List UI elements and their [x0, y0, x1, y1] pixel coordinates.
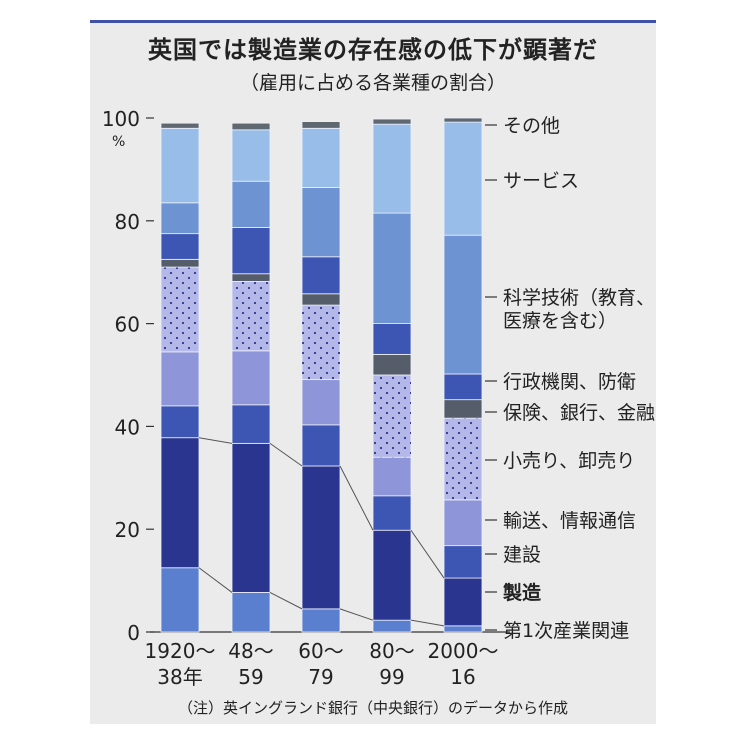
bar-segment — [160, 351, 200, 407]
bar-segment — [443, 545, 483, 579]
legend-label: 保険、銀行、金融 — [503, 402, 655, 424]
bar-segment — [301, 121, 341, 129]
bar-segment-dots — [373, 375, 411, 458]
connector-line — [410, 619, 445, 627]
bar-segment — [301, 256, 341, 295]
bar-segment — [160, 127, 200, 204]
legend-label: その他 — [503, 115, 560, 137]
bar-segment — [443, 234, 483, 375]
bar-segment — [301, 293, 341, 306]
bar-segment — [372, 456, 412, 497]
legend-label: 行政機関、防衛 — [503, 371, 636, 393]
y-tick-label: 100 — [102, 107, 140, 131]
bar-segment — [160, 567, 200, 633]
bar-segment — [231, 442, 271, 593]
bar-segment — [160, 233, 200, 260]
connector-line — [269, 442, 303, 467]
bar-segment — [301, 379, 341, 426]
y-tick-label: 80 — [115, 210, 140, 234]
bar-segment — [443, 499, 483, 547]
bar-segment — [160, 437, 200, 569]
bar-segment — [443, 121, 483, 236]
legend-label: 製造 — [502, 581, 542, 604]
x-tick-label: 60〜 — [298, 639, 343, 663]
bar-segment — [372, 529, 412, 621]
x-tick-label: 2000〜 — [428, 639, 499, 663]
x-tick-label-line2: 38年 — [157, 665, 202, 689]
legend-label: 第1次産業関連 — [503, 620, 629, 642]
y-unit-label: % — [112, 134, 125, 150]
legend-label: 小売り、卸売り — [503, 450, 635, 472]
chart-title: 英国では製造業の存在感の低下が顕著だ — [148, 36, 598, 64]
bar-segment — [231, 227, 271, 275]
bar-segment — [372, 123, 412, 214]
x-tick-label-line2: 16 — [450, 665, 475, 689]
bar-segment — [231, 350, 271, 406]
x-tick-label: 1920〜 — [145, 639, 216, 663]
bar-segment — [231, 129, 271, 182]
bar-segment — [372, 118, 412, 125]
bar-segment — [160, 405, 200, 439]
bar-segment — [231, 180, 271, 228]
bar-segment — [372, 354, 412, 376]
bar-segment-dots — [232, 281, 270, 351]
x-tick-label: 80〜 — [369, 639, 414, 663]
legend-label: 科学技術（教育、 — [503, 287, 655, 309]
bar-segment — [443, 577, 483, 627]
connector-line — [410, 529, 445, 579]
bar-segment — [301, 608, 341, 633]
chart-subtitle: （雇用に占める各業種の割合） — [239, 72, 506, 94]
bar-segment — [443, 117, 483, 123]
x-tick-label-line2: 59 — [238, 665, 263, 689]
bar-segment — [160, 122, 200, 129]
bar-segment — [372, 212, 412, 324]
bar-segment-dots — [161, 267, 199, 352]
bar-segment — [372, 323, 412, 355]
y-tick-label: 20 — [115, 518, 140, 542]
connector-line — [269, 591, 303, 610]
legend-label: サービス — [503, 170, 579, 192]
title-accent-bar — [90, 20, 656, 23]
bar-segment — [231, 122, 271, 131]
bar-segment — [301, 127, 341, 188]
bar-segment — [160, 202, 200, 235]
bar-segment — [160, 258, 200, 268]
bar-segment — [301, 186, 341, 258]
bar-segment — [443, 373, 483, 401]
bar-segment — [372, 619, 412, 633]
y-tick-label: 60 — [115, 313, 140, 337]
x-tick-label: 48〜 — [228, 639, 273, 663]
bar-segment — [443, 399, 483, 419]
legend-label: 輸送、情報通信 — [503, 510, 636, 532]
bar-segment — [301, 424, 341, 467]
bar-segment — [231, 404, 271, 444]
chart-footnote: （注）英イングランド銀行（中央銀行）のデータから作成 — [177, 699, 568, 717]
x-tick-label-line2: 99 — [379, 665, 404, 689]
bar-segment — [231, 273, 271, 282]
connector-line — [198, 567, 233, 593]
bar-segment-dots — [302, 305, 340, 380]
x-tick-label-line2: 79 — [308, 665, 333, 689]
y-tick-label: 40 — [115, 415, 140, 439]
bar-segment — [231, 592, 271, 633]
connector-line — [339, 608, 374, 621]
bar-segment — [372, 495, 412, 531]
y-tick-label: 0 — [127, 621, 140, 645]
legend-label-line2: 医療を含む） — [503, 310, 617, 332]
legend-label: 建設 — [503, 544, 541, 566]
bar-segment — [301, 465, 341, 610]
connector-line — [198, 437, 233, 444]
bar-segment-dots — [444, 418, 482, 500]
bar-segment — [443, 625, 483, 633]
connector-line — [339, 465, 374, 531]
